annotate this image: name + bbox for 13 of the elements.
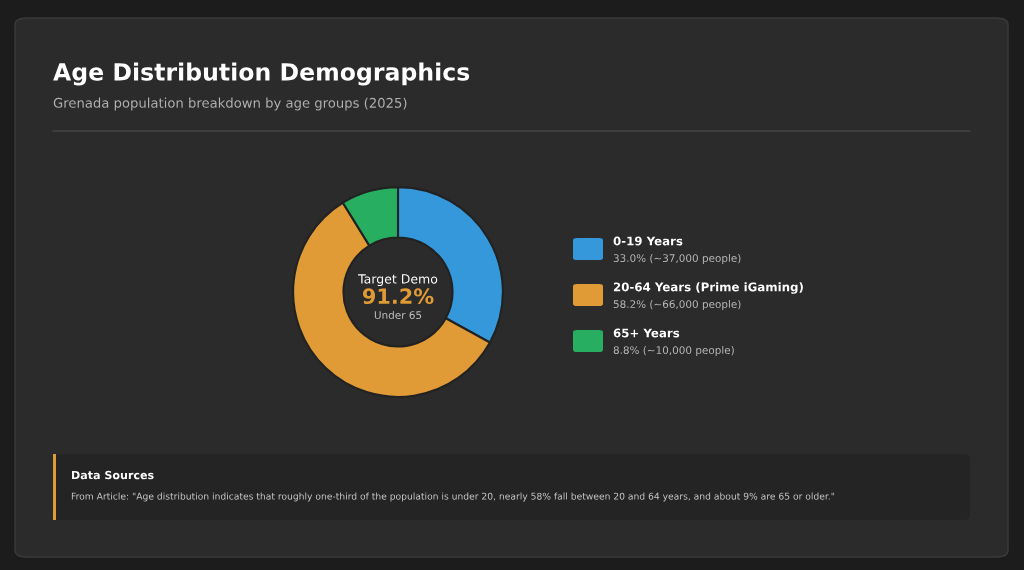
text: Under 65	[374, 310, 422, 320]
data-label: 58.2% (~66,000 people)	[613, 299, 741, 311]
legend-label: 65+ Years	[613, 328, 680, 338]
text: 91.2%	[362, 288, 434, 305]
legend-label: 20-64 Years (Prime iGaming)	[613, 282, 803, 294]
chart-subtitle: Grenada population breakdown by age groups (2025)	[53, 97, 407, 111]
chart-title: Age Distribution Demographics	[53, 62, 470, 86]
legend-label: 0-19 Years	[613, 236, 683, 246]
text: From Article: "Age distribution indicates that roughly one-third of the population is under 20, nearly 58% fall between 20 and 64 years, and about 9% are 65 or older."	[71, 492, 835, 502]
text: Data Sources	[72, 470, 154, 480]
data-label: 33.0% (~37,000 people)	[613, 253, 741, 265]
text: Target Demo	[358, 274, 438, 287]
data-label: 8.8% (~10,000 people)	[613, 345, 734, 357]
